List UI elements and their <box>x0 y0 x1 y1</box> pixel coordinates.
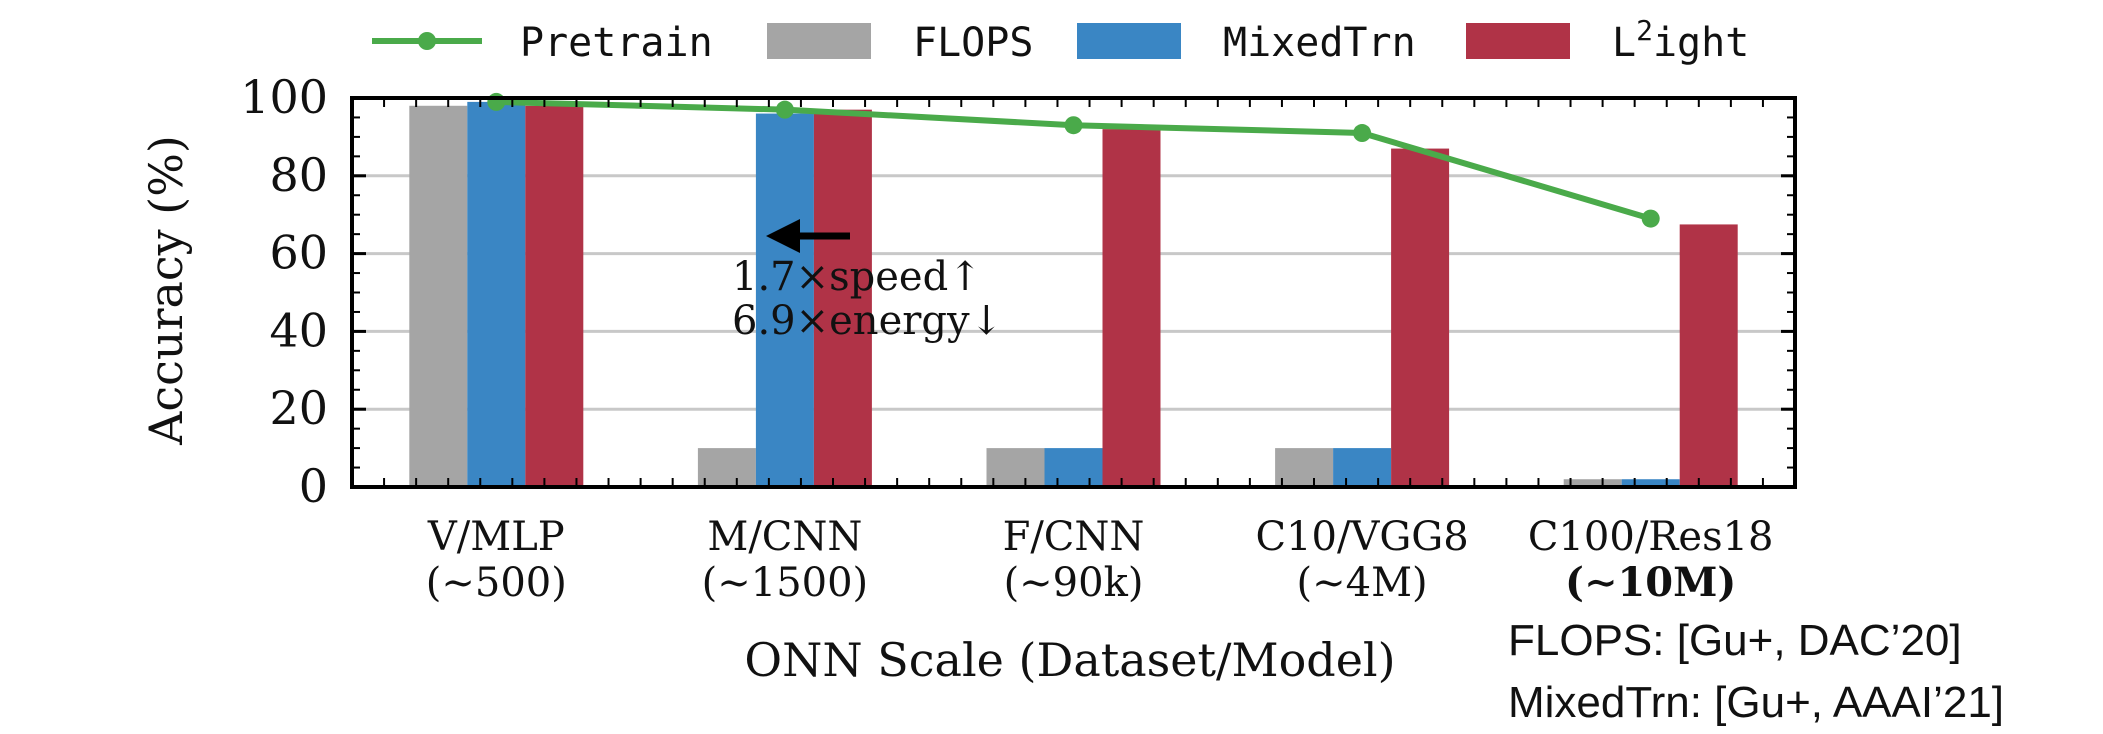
x-tick-label: C10/VGG8 <box>1255 514 1468 560</box>
bar-light-4 <box>1679 224 1738 488</box>
legend-l2ight-swatch <box>1466 23 1570 59</box>
point-pretrain-4 <box>1641 209 1660 228</box>
legend-l2ight-rest: ight <box>1653 20 1749 66</box>
bar-light-2 <box>1102 129 1161 487</box>
x-tick-label: F/CNN <box>1003 514 1145 560</box>
legend-flops-swatch <box>767 23 871 59</box>
reference-flops: FLOPS: [Gu+, DAC’20] <box>1508 616 1962 665</box>
annotation-energy: 6.9×energy↓ <box>732 298 1003 344</box>
x-tick-sublabel: (∼4M) <box>1297 560 1428 606</box>
x-axis-label: ONN Scale (Dataset/Model) <box>744 633 1395 687</box>
speed-energy-annotation: 1.7×speed↑ 6.9×energy↓ <box>732 219 1003 344</box>
legend-l2ight-base: L <box>1612 20 1636 66</box>
point-pretrain-2 <box>1064 116 1083 135</box>
bar-flops-4 <box>1563 479 1622 487</box>
bar-mixedtrn-0 <box>467 101 526 487</box>
legend-l2ight-sup: 2 <box>1636 14 1653 47</box>
y-tick-label: 80 <box>269 148 328 202</box>
y-tick-label: 100 <box>240 70 328 124</box>
pretrain-line-series <box>487 92 1660 228</box>
bar-flops-3 <box>1275 448 1334 487</box>
reference-mixedtrn: MixedTrn: [Gu+, AAAI’21] <box>1508 678 2005 727</box>
bar-light-3 <box>1391 148 1450 487</box>
legend-pretrain-marker-icon <box>418 32 436 50</box>
x-tick-label: M/CNN <box>707 514 862 560</box>
references: FLOPS: [Gu+, DAC’20] MixedTrn: [Gu+, AAA… <box>1508 610 2004 734</box>
bar-mixedtrn-3 <box>1333 448 1392 487</box>
x-tick-sublabel: (∼500) <box>426 560 567 606</box>
x-tick-sublabel: (∼10M) <box>1565 559 1736 606</box>
grid-lines <box>352 174 1795 411</box>
bar-light-1 <box>813 109 872 488</box>
bar-flops-0 <box>409 105 468 487</box>
bar-light-0 <box>525 105 584 487</box>
y-tick-label: 20 <box>269 381 328 435</box>
bar-mixedtrn-1 <box>755 113 814 487</box>
bar-mixedtrn-2 <box>1044 448 1103 487</box>
y-tick-labels: 0 20 40 60 80 100 <box>240 70 328 513</box>
x-tick-sublabel: (∼90k) <box>1004 560 1144 606</box>
legend-l2ight-label: L2ight <box>1612 14 1749 66</box>
x-tick-label: C100/Res18 <box>1528 514 1774 560</box>
legend-mixedtrn-label: MixedTrn <box>1223 20 1416 66</box>
point-pretrain-0 <box>487 92 506 111</box>
y-tick-label: 60 <box>269 226 328 280</box>
annotation-speed: 1.7×speed↑ <box>732 254 982 300</box>
x-tick-label: V/MLP <box>427 514 565 560</box>
bars <box>409 101 1738 488</box>
legend-pretrain-label: Pretrain <box>520 20 713 66</box>
y-tick-label: 40 <box>269 303 328 357</box>
point-pretrain-1 <box>775 100 794 119</box>
legend-mixedtrn-swatch <box>1077 23 1181 59</box>
bar-flops-2 <box>986 448 1045 487</box>
bar-flops-1 <box>697 448 756 487</box>
axis-ticks <box>352 96 1795 489</box>
legend: Pretrain FLOPS MixedTrn L2ight <box>372 14 1749 66</box>
x-tick-labels: V/MLP(∼500) M/CNN(∼1500) F/CNN(∼90k) C10/VG… <box>426 514 1774 606</box>
bar-mixedtrn-4 <box>1621 479 1680 487</box>
x-tick-sublabel: (∼1500) <box>702 560 869 606</box>
y-axis-label: Accuracy (%) <box>139 135 193 446</box>
left-arrow-icon <box>766 219 800 253</box>
point-pretrain-3 <box>1353 124 1372 143</box>
legend-flops-label: FLOPS <box>913 20 1033 66</box>
y-tick-label: 0 <box>299 459 328 513</box>
